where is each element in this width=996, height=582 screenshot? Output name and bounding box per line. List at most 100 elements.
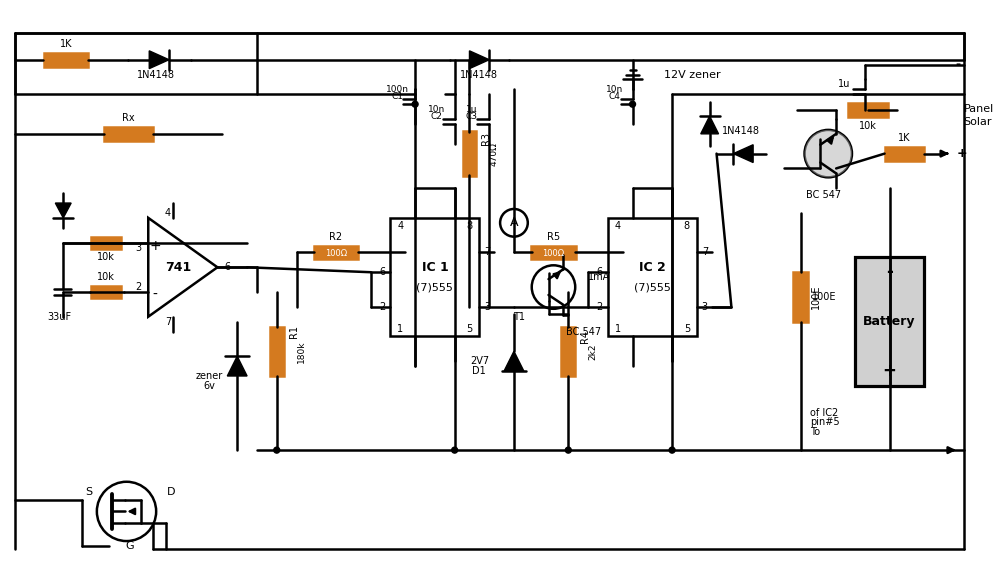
Text: 470Ω: 470Ω xyxy=(489,141,498,165)
Text: 7: 7 xyxy=(702,247,708,257)
Circle shape xyxy=(412,101,418,107)
Text: 8: 8 xyxy=(684,221,690,231)
Text: 4: 4 xyxy=(615,221,621,231)
Text: 6: 6 xyxy=(379,267,385,277)
Text: Battery: Battery xyxy=(864,315,915,328)
Text: 1N4148: 1N4148 xyxy=(460,70,498,80)
Polygon shape xyxy=(56,203,71,218)
Text: 10n: 10n xyxy=(428,105,445,114)
Text: C2: C2 xyxy=(431,112,443,121)
Text: 5: 5 xyxy=(466,324,472,333)
Text: Solar: Solar xyxy=(964,117,992,127)
Text: 180k: 180k xyxy=(297,340,306,363)
FancyBboxPatch shape xyxy=(531,246,576,260)
Text: 2: 2 xyxy=(597,302,603,312)
Polygon shape xyxy=(504,352,524,371)
Text: +: + xyxy=(957,147,967,160)
FancyBboxPatch shape xyxy=(270,327,284,376)
Polygon shape xyxy=(469,51,489,69)
Circle shape xyxy=(451,447,457,453)
Bar xyxy=(855,257,924,386)
FancyBboxPatch shape xyxy=(793,272,809,322)
Text: +: + xyxy=(149,239,161,253)
Text: C4: C4 xyxy=(609,93,621,101)
FancyBboxPatch shape xyxy=(562,327,576,376)
Text: 100Ω: 100Ω xyxy=(325,249,348,258)
Polygon shape xyxy=(149,51,169,69)
Text: 6v: 6v xyxy=(203,381,215,391)
Text: 5: 5 xyxy=(684,324,690,333)
FancyBboxPatch shape xyxy=(848,103,887,117)
Text: 1N4148: 1N4148 xyxy=(722,126,760,136)
Text: 100E: 100E xyxy=(812,285,822,309)
Text: +: + xyxy=(882,362,896,380)
Text: S: S xyxy=(86,487,93,496)
Text: R2: R2 xyxy=(330,232,343,242)
Text: (7)555: (7)555 xyxy=(633,282,670,292)
Circle shape xyxy=(805,130,852,178)
Text: T1: T1 xyxy=(513,312,525,322)
Text: D: D xyxy=(166,487,175,496)
Text: 100n: 100n xyxy=(385,86,408,94)
Text: 4: 4 xyxy=(397,221,403,231)
Text: 10k: 10k xyxy=(97,253,115,262)
Text: 3: 3 xyxy=(135,243,141,253)
Text: of IC2: of IC2 xyxy=(811,407,839,417)
Text: 10k: 10k xyxy=(97,272,115,282)
Circle shape xyxy=(566,447,572,453)
Text: R1: R1 xyxy=(289,325,299,338)
Text: -: - xyxy=(886,263,893,281)
Text: 100E: 100E xyxy=(813,292,837,302)
Text: D1: D1 xyxy=(472,366,486,376)
Text: 7: 7 xyxy=(165,317,171,327)
Text: Rx: Rx xyxy=(123,113,134,123)
Text: zener: zener xyxy=(196,371,223,381)
Text: -: - xyxy=(152,288,157,302)
Text: 6: 6 xyxy=(224,262,230,272)
Text: 1u: 1u xyxy=(838,79,850,90)
Text: 2k2: 2k2 xyxy=(588,343,597,360)
Circle shape xyxy=(274,447,280,453)
Text: 33uF: 33uF xyxy=(47,312,72,322)
Text: 2V7: 2V7 xyxy=(470,356,489,366)
Text: R3: R3 xyxy=(481,132,491,146)
Text: 741: 741 xyxy=(164,261,191,274)
Text: BC 547: BC 547 xyxy=(806,190,841,200)
Text: 1: 1 xyxy=(397,324,403,333)
Polygon shape xyxy=(733,145,753,162)
Text: 1: 1 xyxy=(615,324,621,333)
Text: -: - xyxy=(956,58,961,71)
Polygon shape xyxy=(701,116,718,134)
Text: 6: 6 xyxy=(597,267,603,277)
Text: 10n: 10n xyxy=(607,86,623,94)
Bar xyxy=(608,218,697,336)
Text: IC 2: IC 2 xyxy=(639,261,665,274)
Circle shape xyxy=(629,101,635,107)
Text: IC 1: IC 1 xyxy=(421,261,448,274)
Text: 1K: 1K xyxy=(60,39,73,49)
Text: C1: C1 xyxy=(391,93,403,101)
Text: C3: C3 xyxy=(465,112,477,121)
FancyBboxPatch shape xyxy=(91,286,121,298)
Bar xyxy=(390,218,479,336)
Text: 1mA: 1mA xyxy=(588,272,611,282)
Text: 4: 4 xyxy=(165,208,171,218)
Text: (7)555: (7)555 xyxy=(416,282,453,292)
Text: 1K: 1K xyxy=(898,133,910,143)
Text: 2: 2 xyxy=(135,282,141,292)
Text: 3: 3 xyxy=(484,302,490,312)
Text: 3: 3 xyxy=(702,302,708,312)
Text: To: To xyxy=(811,427,821,437)
Text: 10k: 10k xyxy=(859,121,876,131)
FancyBboxPatch shape xyxy=(104,127,153,141)
Text: R4: R4 xyxy=(580,330,591,343)
Circle shape xyxy=(669,447,675,453)
Text: Panel: Panel xyxy=(964,104,994,114)
Text: 7: 7 xyxy=(484,247,491,257)
FancyBboxPatch shape xyxy=(44,53,89,67)
Text: 1μ: 1μ xyxy=(466,105,477,114)
Text: 2: 2 xyxy=(379,302,385,312)
FancyBboxPatch shape xyxy=(91,237,121,249)
Text: pin#5: pin#5 xyxy=(811,417,840,427)
Text: 100Ω: 100Ω xyxy=(543,249,565,258)
